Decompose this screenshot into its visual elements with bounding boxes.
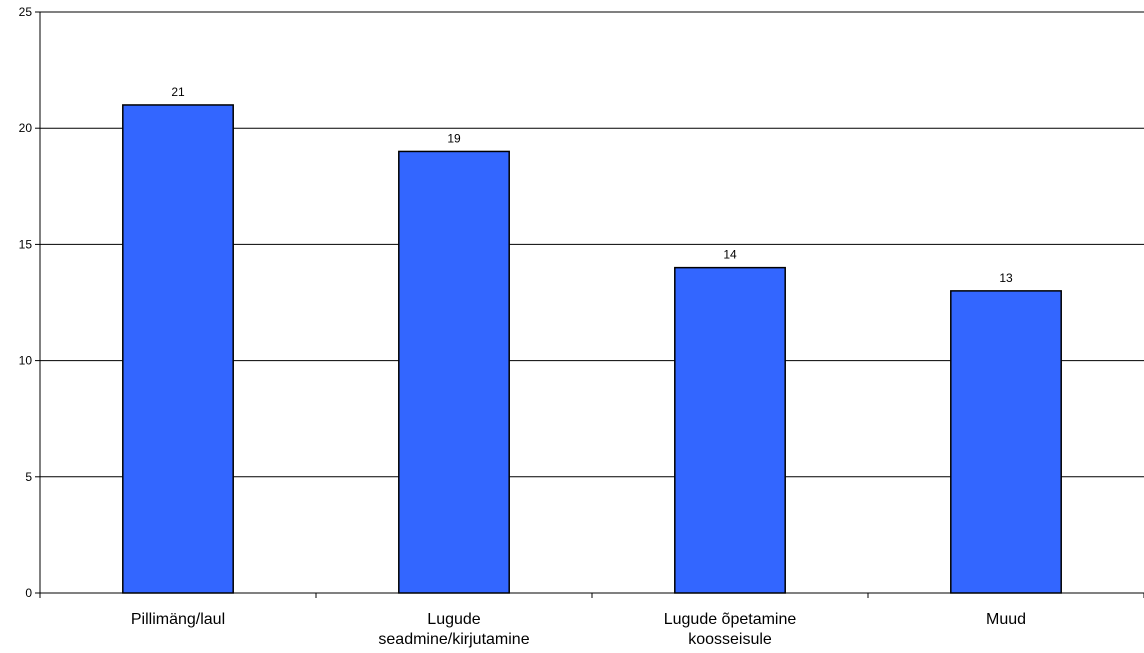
data-label: 19 — [447, 131, 461, 145]
bars — [122, 104, 1062, 594]
bar — [122, 104, 234, 594]
data-label: 14 — [723, 248, 737, 262]
bar — [674, 266, 786, 594]
y-tick-label: 20 — [19, 121, 33, 135]
y-tick-label: 5 — [25, 470, 32, 484]
x-tick-label: koosseisule — [688, 631, 772, 648]
x-tick-label: Pillimäng/laul — [131, 611, 225, 628]
y-tick-label: 10 — [19, 354, 33, 368]
y-tick-label: 0 — [25, 586, 32, 600]
bar — [950, 290, 1062, 594]
data-label: 21 — [171, 85, 185, 99]
y-tick-label: 25 — [19, 5, 33, 19]
x-tick-label: Lugude õpetamine — [664, 611, 797, 628]
x-tick-label: Muud — [986, 611, 1026, 628]
data-label: 13 — [999, 271, 1013, 285]
x-tick-label: seadmine/kirjutamine — [378, 631, 529, 648]
bar — [398, 150, 510, 594]
x-tick-label: Lugude — [427, 611, 480, 628]
y-tick-label: 15 — [19, 237, 33, 251]
labels: 0 5 10 15 20 25 21 Pillimäng/laul 19 Lugude seadmi… — [19, 5, 1026, 648]
